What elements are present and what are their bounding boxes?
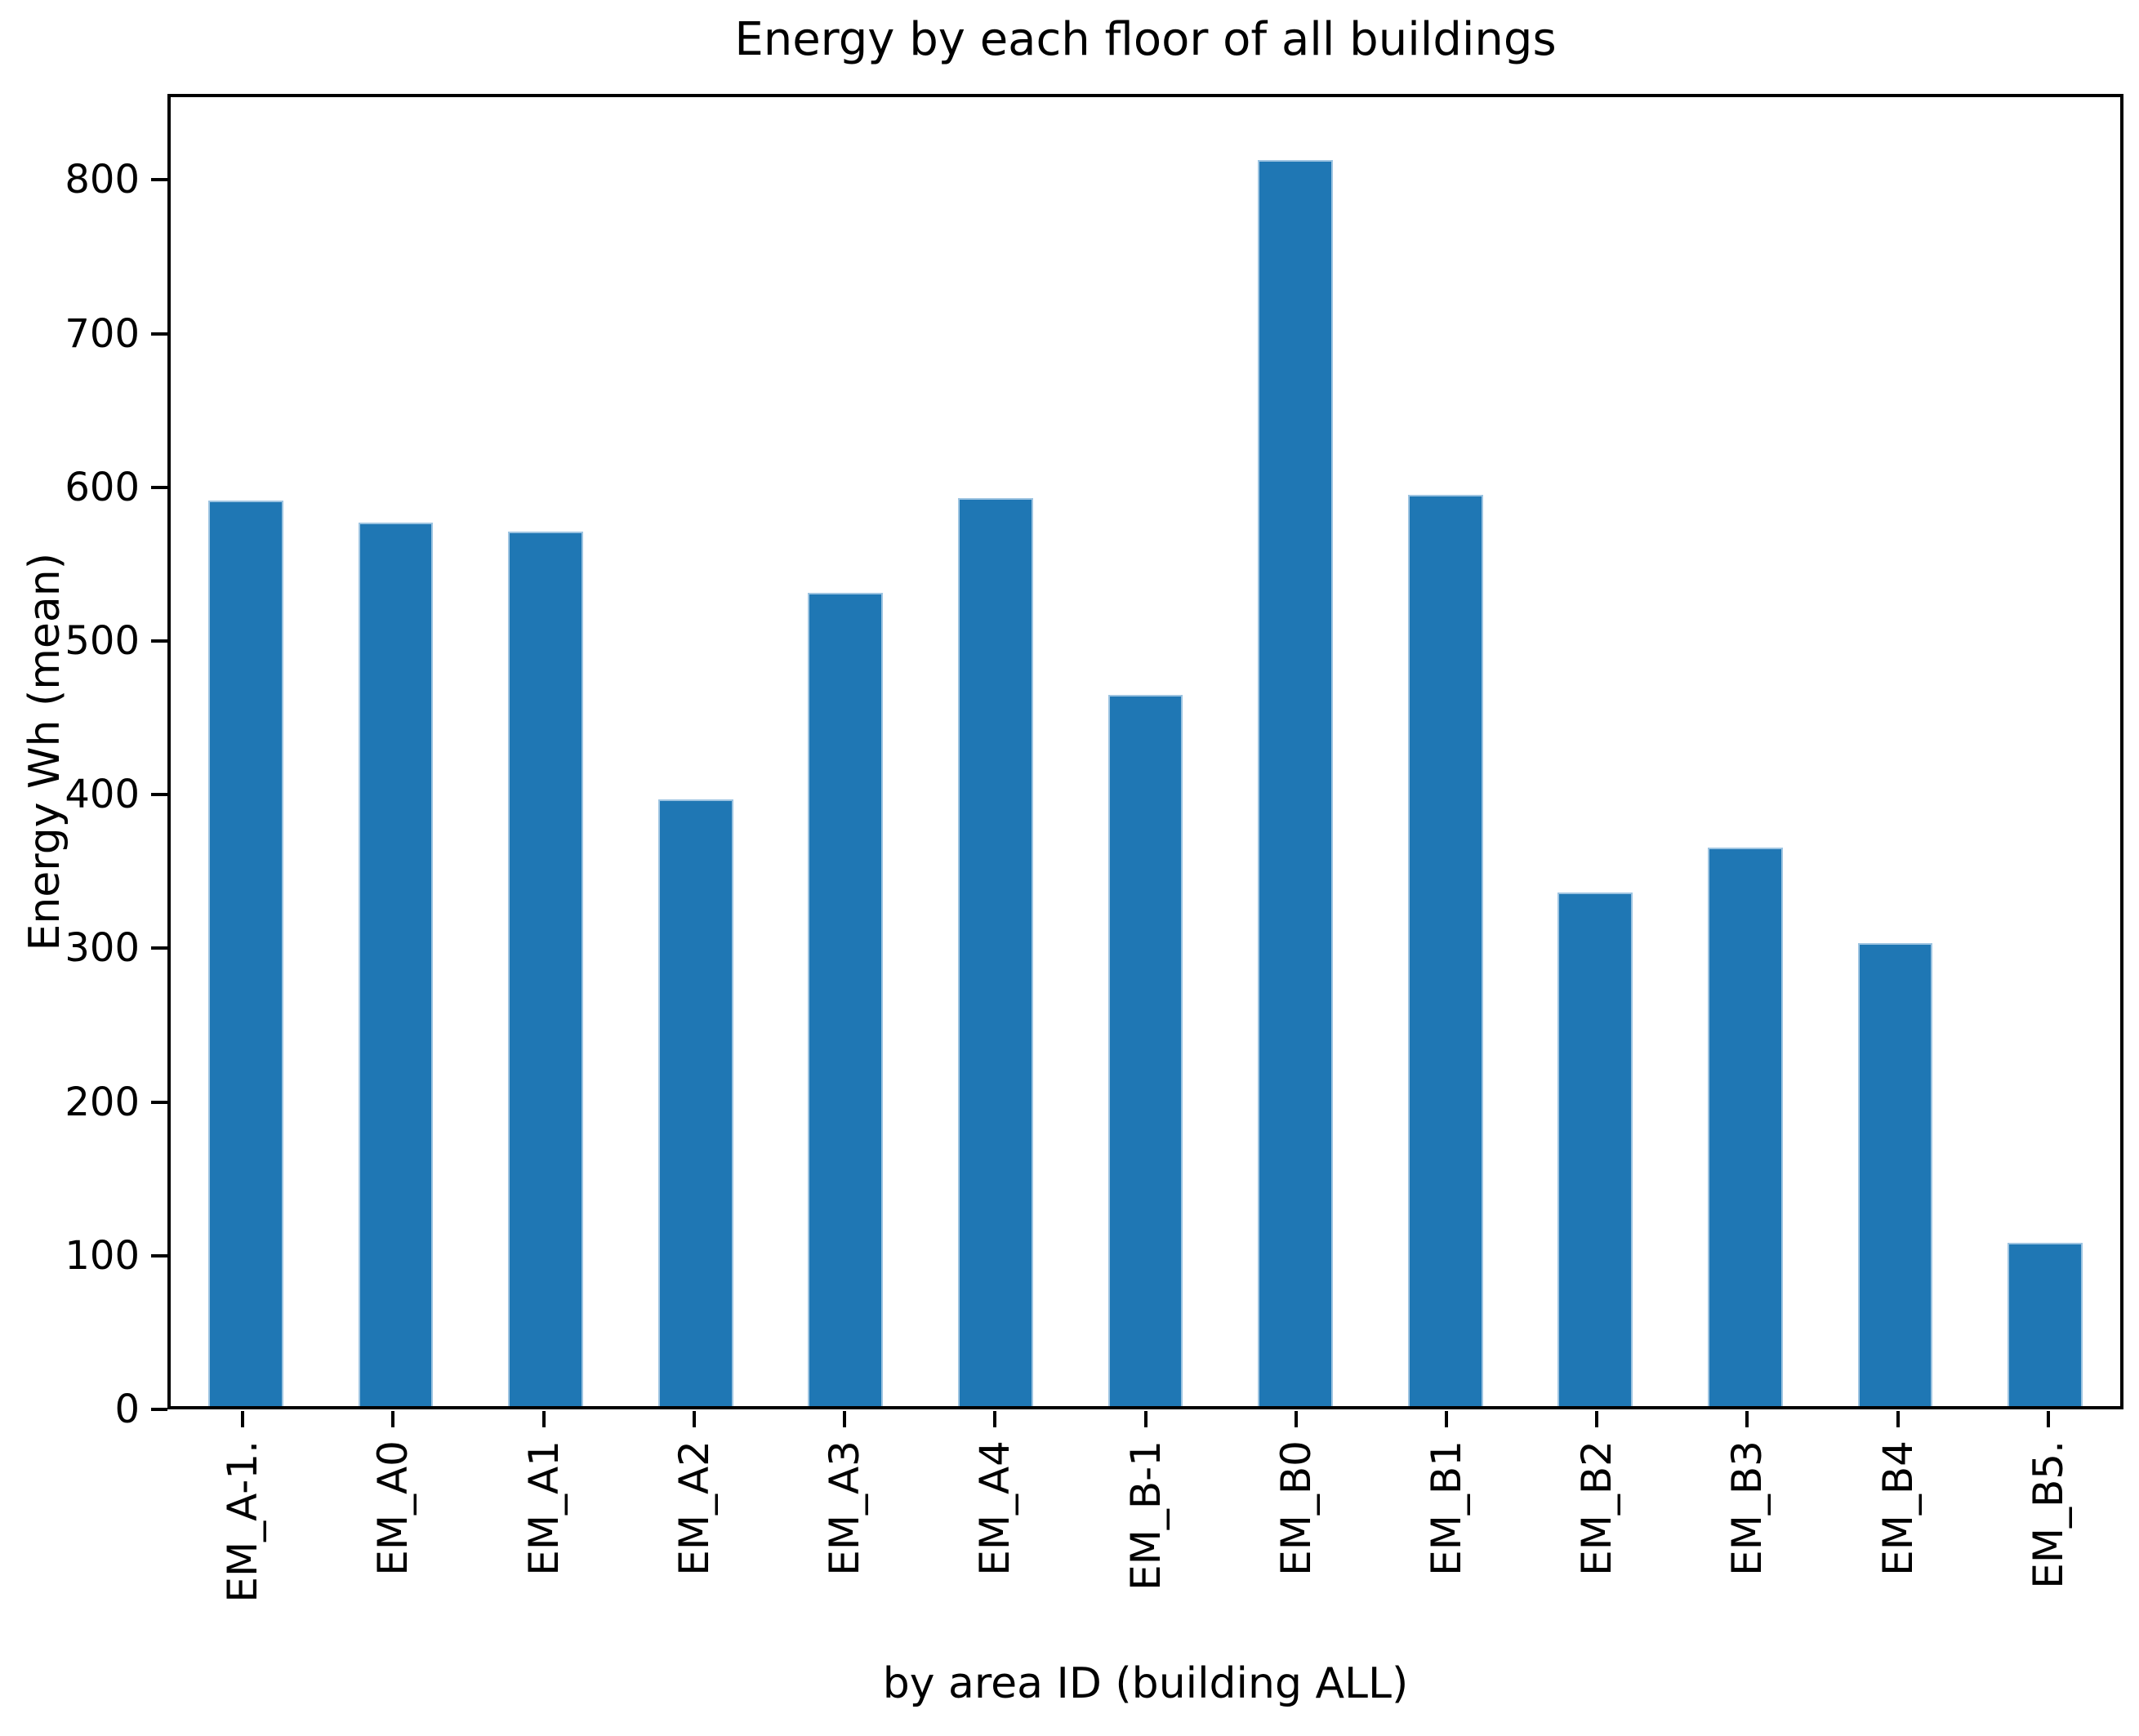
bar xyxy=(1258,159,1333,1406)
y-tick-mark xyxy=(151,1100,167,1104)
y-tick-mark xyxy=(151,946,167,950)
x-tick-mark xyxy=(391,1411,395,1427)
bar xyxy=(808,592,884,1406)
bar xyxy=(1557,892,1633,1406)
y-tick: 100 xyxy=(65,1236,167,1275)
x-tick-cell: EM_A1 xyxy=(468,1411,618,1603)
x-tick-label: EM_A3 xyxy=(821,1440,869,1576)
y-tick-mark xyxy=(151,178,167,182)
y-tick-label: 0 xyxy=(114,1387,140,1432)
bar xyxy=(1407,494,1483,1406)
x-tick-label: EM_B4 xyxy=(1874,1440,1922,1576)
x-tick-label: EM_A0 xyxy=(369,1440,417,1576)
y-tick: 200 xyxy=(65,1083,167,1122)
x-tick-cell: EM_A0 xyxy=(318,1411,468,1603)
x-tick-mark xyxy=(241,1411,245,1427)
y-tick-label: 400 xyxy=(65,772,140,818)
bar xyxy=(1107,695,1183,1406)
y-tick: 300 xyxy=(65,928,167,968)
x-tick-mark xyxy=(1595,1411,1599,1427)
x-tick-cell: EM_A3 xyxy=(769,1411,920,1603)
x-tick-label: EM_A-1. xyxy=(219,1440,267,1603)
x-tick-mark xyxy=(1444,1411,1448,1427)
y-tick: 400 xyxy=(65,775,167,814)
y-tick-label: 700 xyxy=(65,310,140,357)
x-tick-label: EM_B0 xyxy=(1272,1440,1320,1576)
x-tick-mark xyxy=(692,1411,696,1427)
x-tick-cell: EM_B2 xyxy=(1522,1411,1672,1603)
y-tick-mark xyxy=(151,793,167,797)
x-tick-mark xyxy=(2046,1411,2050,1427)
x-tick-cell: EM_B3 xyxy=(1672,1411,1822,1603)
x-tick-label: EM_B3 xyxy=(1723,1440,1771,1576)
bar-cell xyxy=(470,97,621,1406)
x-tick-mark xyxy=(1143,1411,1147,1427)
chart-title: Energy by each floor of all buildings xyxy=(734,13,1557,66)
x-tick-cell: EM_B-1 xyxy=(1070,1411,1220,1603)
y-tick: 800 xyxy=(65,160,167,199)
plot-area xyxy=(167,94,2123,1409)
y-tick-label: 600 xyxy=(65,464,140,510)
x-tick-mark xyxy=(993,1411,997,1427)
bar xyxy=(508,531,583,1406)
x-tick-mark xyxy=(541,1411,546,1427)
y-tick: 500 xyxy=(65,621,167,661)
bar-cell xyxy=(621,97,771,1406)
x-tick-mark xyxy=(1745,1411,1749,1427)
x-tick-label: EM_A4 xyxy=(971,1440,1019,1576)
y-tick-label: 200 xyxy=(65,1079,140,1125)
bar-cell xyxy=(1071,97,1221,1406)
bar-cell xyxy=(1820,97,1971,1406)
bar-cell xyxy=(171,97,321,1406)
x-tick-label: EM_B2 xyxy=(1573,1440,1621,1576)
bar-cell xyxy=(1670,97,1820,1406)
x-tick-label: EM_A2 xyxy=(670,1440,718,1576)
x-tick-cell: EM_A2 xyxy=(619,1411,769,1603)
x-tick-label: EM_B1 xyxy=(1422,1440,1470,1576)
x-tick-mark xyxy=(1294,1411,1298,1427)
x-tick-mark xyxy=(843,1411,847,1427)
bars-row xyxy=(171,97,2120,1406)
x-axis-tick-labels: EM_A-1. EM_A0 EM_A1 EM_A2 EM_A3 EM_A4 EM_B-1 EM… xyxy=(167,1411,2123,1603)
y-tick-mark xyxy=(151,332,167,336)
x-tick-cell: EM_A4 xyxy=(920,1411,1070,1603)
x-tick-label: EM_B5. xyxy=(2024,1440,2072,1589)
bar xyxy=(957,497,1033,1406)
bar xyxy=(1708,848,1783,1406)
y-tick-mark xyxy=(151,1408,167,1411)
bar xyxy=(207,501,283,1406)
bar-cell xyxy=(1970,97,2120,1406)
bar-cell xyxy=(1520,97,1670,1406)
x-tick-cell: EM_A-1. xyxy=(167,1411,318,1603)
y-tick-label: 300 xyxy=(65,925,140,972)
bar-cell xyxy=(1220,97,1370,1406)
x-tick-cell: EM_B5. xyxy=(1973,1411,2123,1603)
y-tick: 700 xyxy=(65,314,167,354)
x-tick-cell: EM_B4 xyxy=(1823,1411,1973,1603)
bar-cell xyxy=(770,97,920,1406)
y-tick-label: 100 xyxy=(65,1232,140,1279)
bar-cell xyxy=(1370,97,1521,1406)
bar xyxy=(2008,1242,2083,1406)
x-axis-label: by area ID (building ALL) xyxy=(882,1659,1409,1708)
bar-cell xyxy=(321,97,471,1406)
bar xyxy=(657,799,733,1406)
x-tick-mark xyxy=(1896,1411,1900,1427)
x-tick-label: EM_B-1 xyxy=(1121,1440,1170,1591)
y-tick: 0 xyxy=(114,1390,167,1429)
y-tick-label: 800 xyxy=(65,157,140,203)
x-tick-label: EM_A1 xyxy=(519,1440,568,1576)
y-tick-label: 500 xyxy=(65,618,140,664)
y-tick-mark xyxy=(151,485,167,489)
y-tick-mark xyxy=(151,1253,167,1257)
x-tick-cell: EM_B1 xyxy=(1371,1411,1522,1603)
y-axis-ticks: 0 100 200 300 400 500 600 700 800 xyxy=(0,94,167,1429)
bar-cell xyxy=(920,97,1071,1406)
x-tick-cell: EM_B0 xyxy=(1221,1411,1371,1603)
bar xyxy=(1857,942,1933,1406)
y-tick-mark xyxy=(151,639,167,643)
y-tick: 600 xyxy=(65,468,167,507)
bar xyxy=(358,522,434,1406)
